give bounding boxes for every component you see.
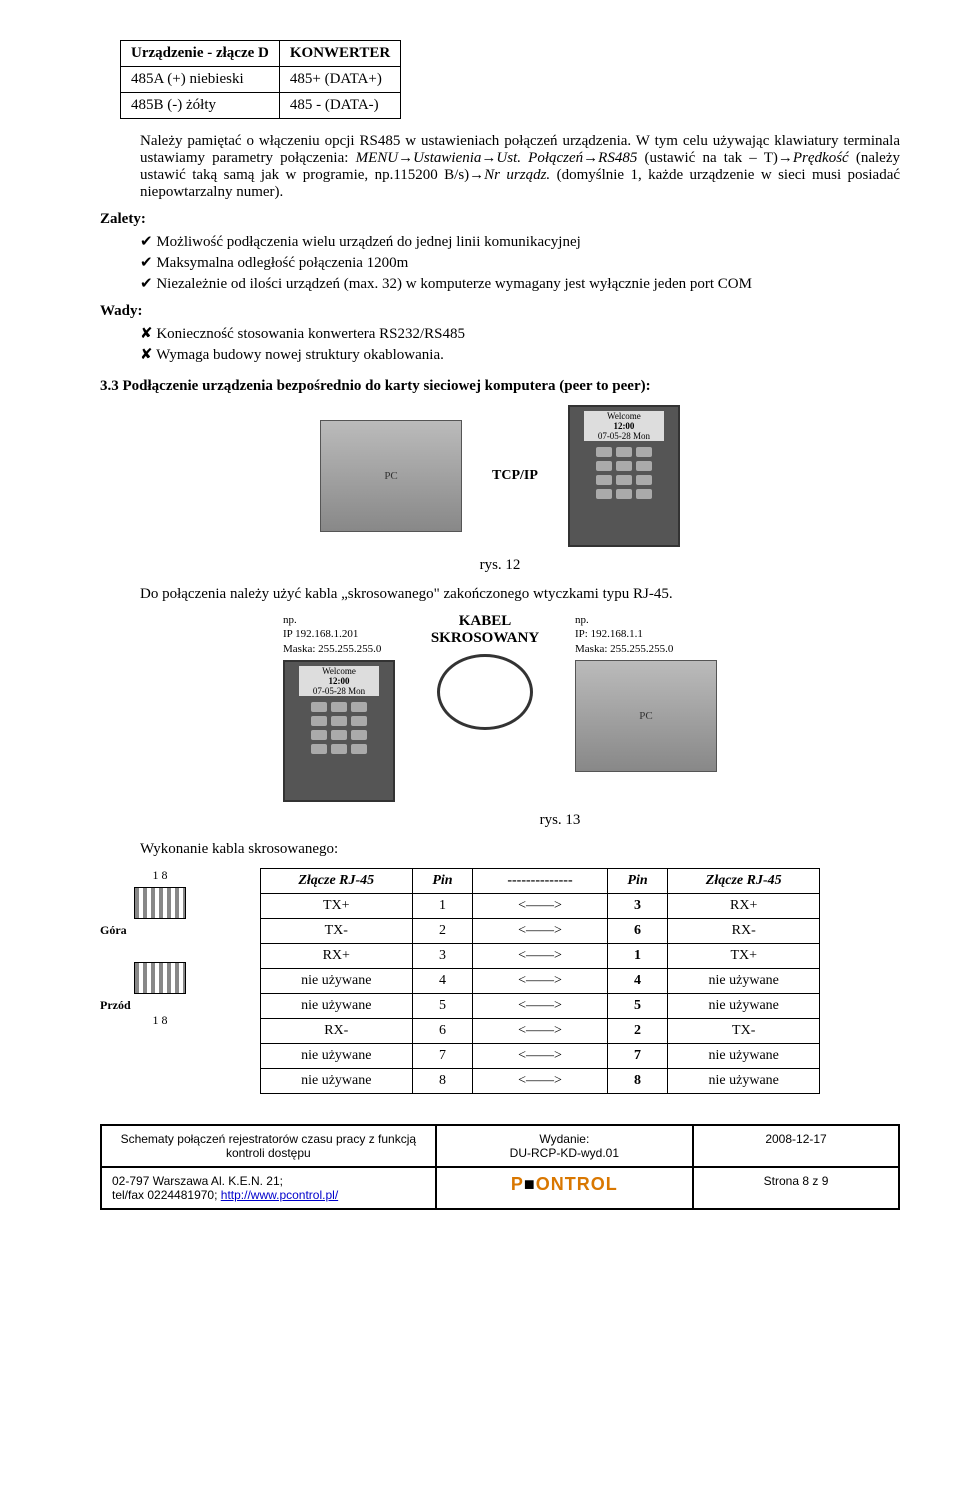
- pin-cell: 6: [607, 918, 668, 943]
- pin-cell: 5: [412, 993, 473, 1018]
- paragraph-rs485: Należy pamiętać o włączeniu opcji RS485 …: [140, 133, 900, 201]
- pin-cell: TX+: [261, 893, 413, 918]
- wady-list: Konieczność stosowania konwertera RS232/…: [140, 324, 900, 364]
- wady-heading: Wady:: [100, 303, 900, 320]
- footer-url-link[interactable]: http://www.pcontrol.pl/: [221, 1188, 338, 1202]
- pin-cell: TX-: [668, 1018, 820, 1043]
- t1-r2c1: 485A (+) niebieski: [121, 67, 280, 93]
- pin-cell: RX+: [668, 893, 820, 918]
- cable-title: KABEL SKROSOWANY: [425, 613, 545, 647]
- pc-icon: PC: [320, 420, 462, 532]
- pin-cell: nie używane: [668, 1043, 820, 1068]
- pin-cell: RX+: [261, 943, 413, 968]
- pin-cell: nie używane: [668, 968, 820, 993]
- pin-th: Pin: [412, 868, 473, 893]
- footer-title: Schematy połączeń rejestratorów czasu pr…: [101, 1125, 436, 1167]
- wykonanie-label: Wykonanie kabla skrosowanego:: [140, 841, 900, 858]
- zalety-list: Możliwość podłączenia wielu urządzeń do …: [140, 232, 900, 293]
- t1-r3c1: 485B (-) żółty: [121, 93, 280, 119]
- pin-cell: nie używane: [668, 993, 820, 1018]
- connector-table: Urządzenie - złącze D KONWERTER 485A (+)…: [120, 40, 401, 119]
- pin-cell: 7: [412, 1043, 473, 1068]
- device-icon: Welcome 12:00 07-05-28 Mon: [568, 405, 680, 547]
- pin-cell: 7: [607, 1043, 668, 1068]
- footer-date: 2008-12-17: [693, 1125, 899, 1167]
- pin-cell: 2: [412, 918, 473, 943]
- footer-logo: P■ONTROL: [436, 1167, 693, 1209]
- t1-r1c2: KONWERTER: [279, 41, 400, 67]
- pin-cell: 8: [607, 1068, 668, 1093]
- pc-icon: PC: [575, 660, 717, 772]
- caption-rys13: rys. 13: [220, 812, 900, 829]
- footer-address: 02-797 Warszawa Al. K.E.N. 21; tel/fax 0…: [101, 1167, 436, 1209]
- pin-cell: nie używane: [261, 968, 413, 993]
- pin-cell: 8: [412, 1068, 473, 1093]
- pin-cell: 1: [412, 893, 473, 918]
- section-3-3-heading: 3.3 Podłączenie urządzenia bezpośrednio …: [100, 378, 900, 395]
- footer-wydanie: Wydanie: DU-RCP-KD-wyd.01: [436, 1125, 693, 1167]
- pin-cell: RX-: [261, 1018, 413, 1043]
- t1-r2c2: 485+ (DATA+): [279, 67, 400, 93]
- caption-rys12: rys. 12: [100, 557, 900, 574]
- pin-cell: <——>: [473, 1068, 607, 1093]
- rj45-diagram: 1 8 Góra Przód 1 8: [100, 868, 220, 1028]
- right-ip-label: np. IP: 192.168.1.1 Maska: 255.255.255.0: [575, 613, 717, 656]
- zalety-item: Niezależnie od ilości urządzeń (max. 32)…: [140, 274, 900, 293]
- pin-th: Pin: [607, 868, 668, 893]
- pin-cell: 4: [607, 968, 668, 993]
- pin-cell: nie używane: [668, 1068, 820, 1093]
- pin-cell: 3: [412, 943, 473, 968]
- pin-cell: TX+: [668, 943, 820, 968]
- pin-cell: 3: [607, 893, 668, 918]
- pin-th: Złącze RJ-45: [668, 868, 820, 893]
- wady-item: Konieczność stosowania konwertera RS232/…: [140, 324, 900, 343]
- pin-cell: 2: [607, 1018, 668, 1043]
- pin-th: Złącze RJ-45: [261, 868, 413, 893]
- pin-cell: nie używane: [261, 1068, 413, 1093]
- pin-cell: 1: [607, 943, 668, 968]
- pin-cell: <——>: [473, 968, 607, 993]
- pin-cell: nie używane: [261, 1043, 413, 1068]
- t1-r1c1: Urządzenie - złącze D: [121, 41, 280, 67]
- zalety-item: Możliwość podłączenia wielu urządzeń do …: [140, 232, 900, 251]
- footer-page: Strona 8 z 9: [693, 1167, 899, 1209]
- paragraph-cable: Do połączenia należy użyć kabla „skrosow…: [140, 586, 900, 603]
- wady-item: Wymaga budowy nowej struktury okablowani…: [140, 345, 900, 364]
- pin-cell: 4: [412, 968, 473, 993]
- pin-cell: nie używane: [261, 993, 413, 1018]
- page-footer: Schematy połączeń rejestratorów czasu pr…: [100, 1124, 900, 1210]
- pin-cell: <——>: [473, 1018, 607, 1043]
- conn-label: TCP/IP: [492, 468, 538, 484]
- t1-r3c2: 485 - (DATA-): [279, 93, 400, 119]
- cable-icon: [425, 647, 545, 737]
- pin-cell: <——>: [473, 1043, 607, 1068]
- diagram-tcpip: PC TCP/IP Welcome 12:00 07-05-28 Mon: [100, 405, 900, 547]
- pin-cell: <——>: [473, 993, 607, 1018]
- zalety-item: Maksymalna odległość połączenia 1200m: [140, 253, 900, 272]
- left-ip-label: np. IP 192.168.1.201 Maska: 255.255.255.…: [283, 613, 395, 656]
- pin-cell: RX-: [668, 918, 820, 943]
- pin-table: Złącze RJ-45 Pin -------------- Pin Złąc…: [260, 868, 820, 1094]
- pin-cell: 5: [607, 993, 668, 1018]
- zalety-heading: Zalety:: [100, 211, 900, 228]
- diagram-cross-cable: np. IP 192.168.1.201 Maska: 255.255.255.…: [100, 613, 900, 802]
- pin-cell: <——>: [473, 918, 607, 943]
- pin-cell: 6: [412, 1018, 473, 1043]
- device-icon: Welcome 12:00 07-05-28 Mon: [283, 660, 395, 802]
- pin-th: --------------: [473, 868, 607, 893]
- pin-cell: <——>: [473, 943, 607, 968]
- pin-cell: TX-: [261, 918, 413, 943]
- pin-cell: <——>: [473, 893, 607, 918]
